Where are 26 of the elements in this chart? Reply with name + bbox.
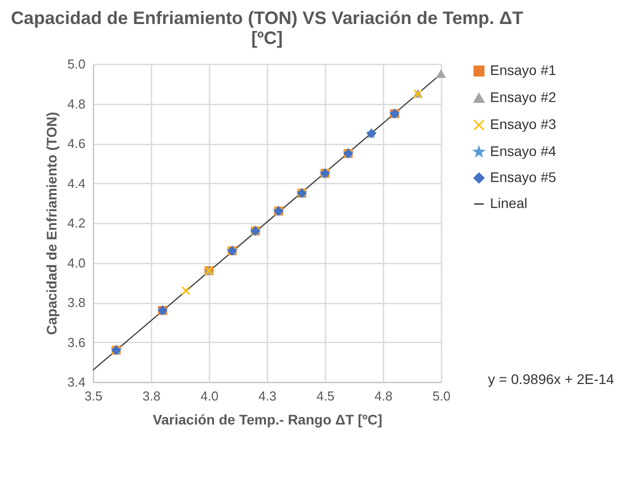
legend-label: Ensayo #4 xyxy=(490,143,556,159)
y-tick-label: 4.6 xyxy=(67,136,86,151)
legend-label: Ensayo #5 xyxy=(490,169,556,185)
x-tick-label: 4.8 xyxy=(374,388,393,404)
legend-label: Ensayo #3 xyxy=(490,116,556,132)
x-tick-label: 4.5 xyxy=(316,388,335,404)
legend-label: Ensayo #2 xyxy=(490,89,556,105)
legend-label: Lineal xyxy=(490,195,528,211)
x-tick-label: 5.0 xyxy=(432,388,451,404)
x-tick-label: 4.3 xyxy=(258,388,277,404)
chart-title: Capacidad de Enfriamiento (TON) VS Variación de Temp. ΔT [ºC] xyxy=(10,8,524,48)
y-tick-label: 4.0 xyxy=(67,255,86,270)
y-tick-label: 3.6 xyxy=(67,334,86,350)
y-axis-title: Capacidad de Enfriamiento (TON) xyxy=(43,112,60,335)
x-tick-label: 3.5 xyxy=(84,388,103,404)
y-tick-label: 4.2 xyxy=(67,216,86,230)
y-tick-label: 3.8 xyxy=(67,295,86,310)
legend-label: Ensayo #1 xyxy=(490,62,556,78)
y-tick-label: 3.4 xyxy=(67,374,86,390)
x-tick-label: 4.0 xyxy=(200,388,219,404)
x-tick-label: 3.8 xyxy=(142,388,161,404)
y-tick-label: 4.4 xyxy=(67,176,86,191)
text: y = 0.9896x + 2E-14 xyxy=(488,371,614,387)
x-axis-title: Variación de Temp.- Rango ΔT [ºC] xyxy=(152,412,382,428)
y-tick-label: 4.8 xyxy=(67,96,86,112)
y-tick-label: 5.0 xyxy=(67,56,86,72)
